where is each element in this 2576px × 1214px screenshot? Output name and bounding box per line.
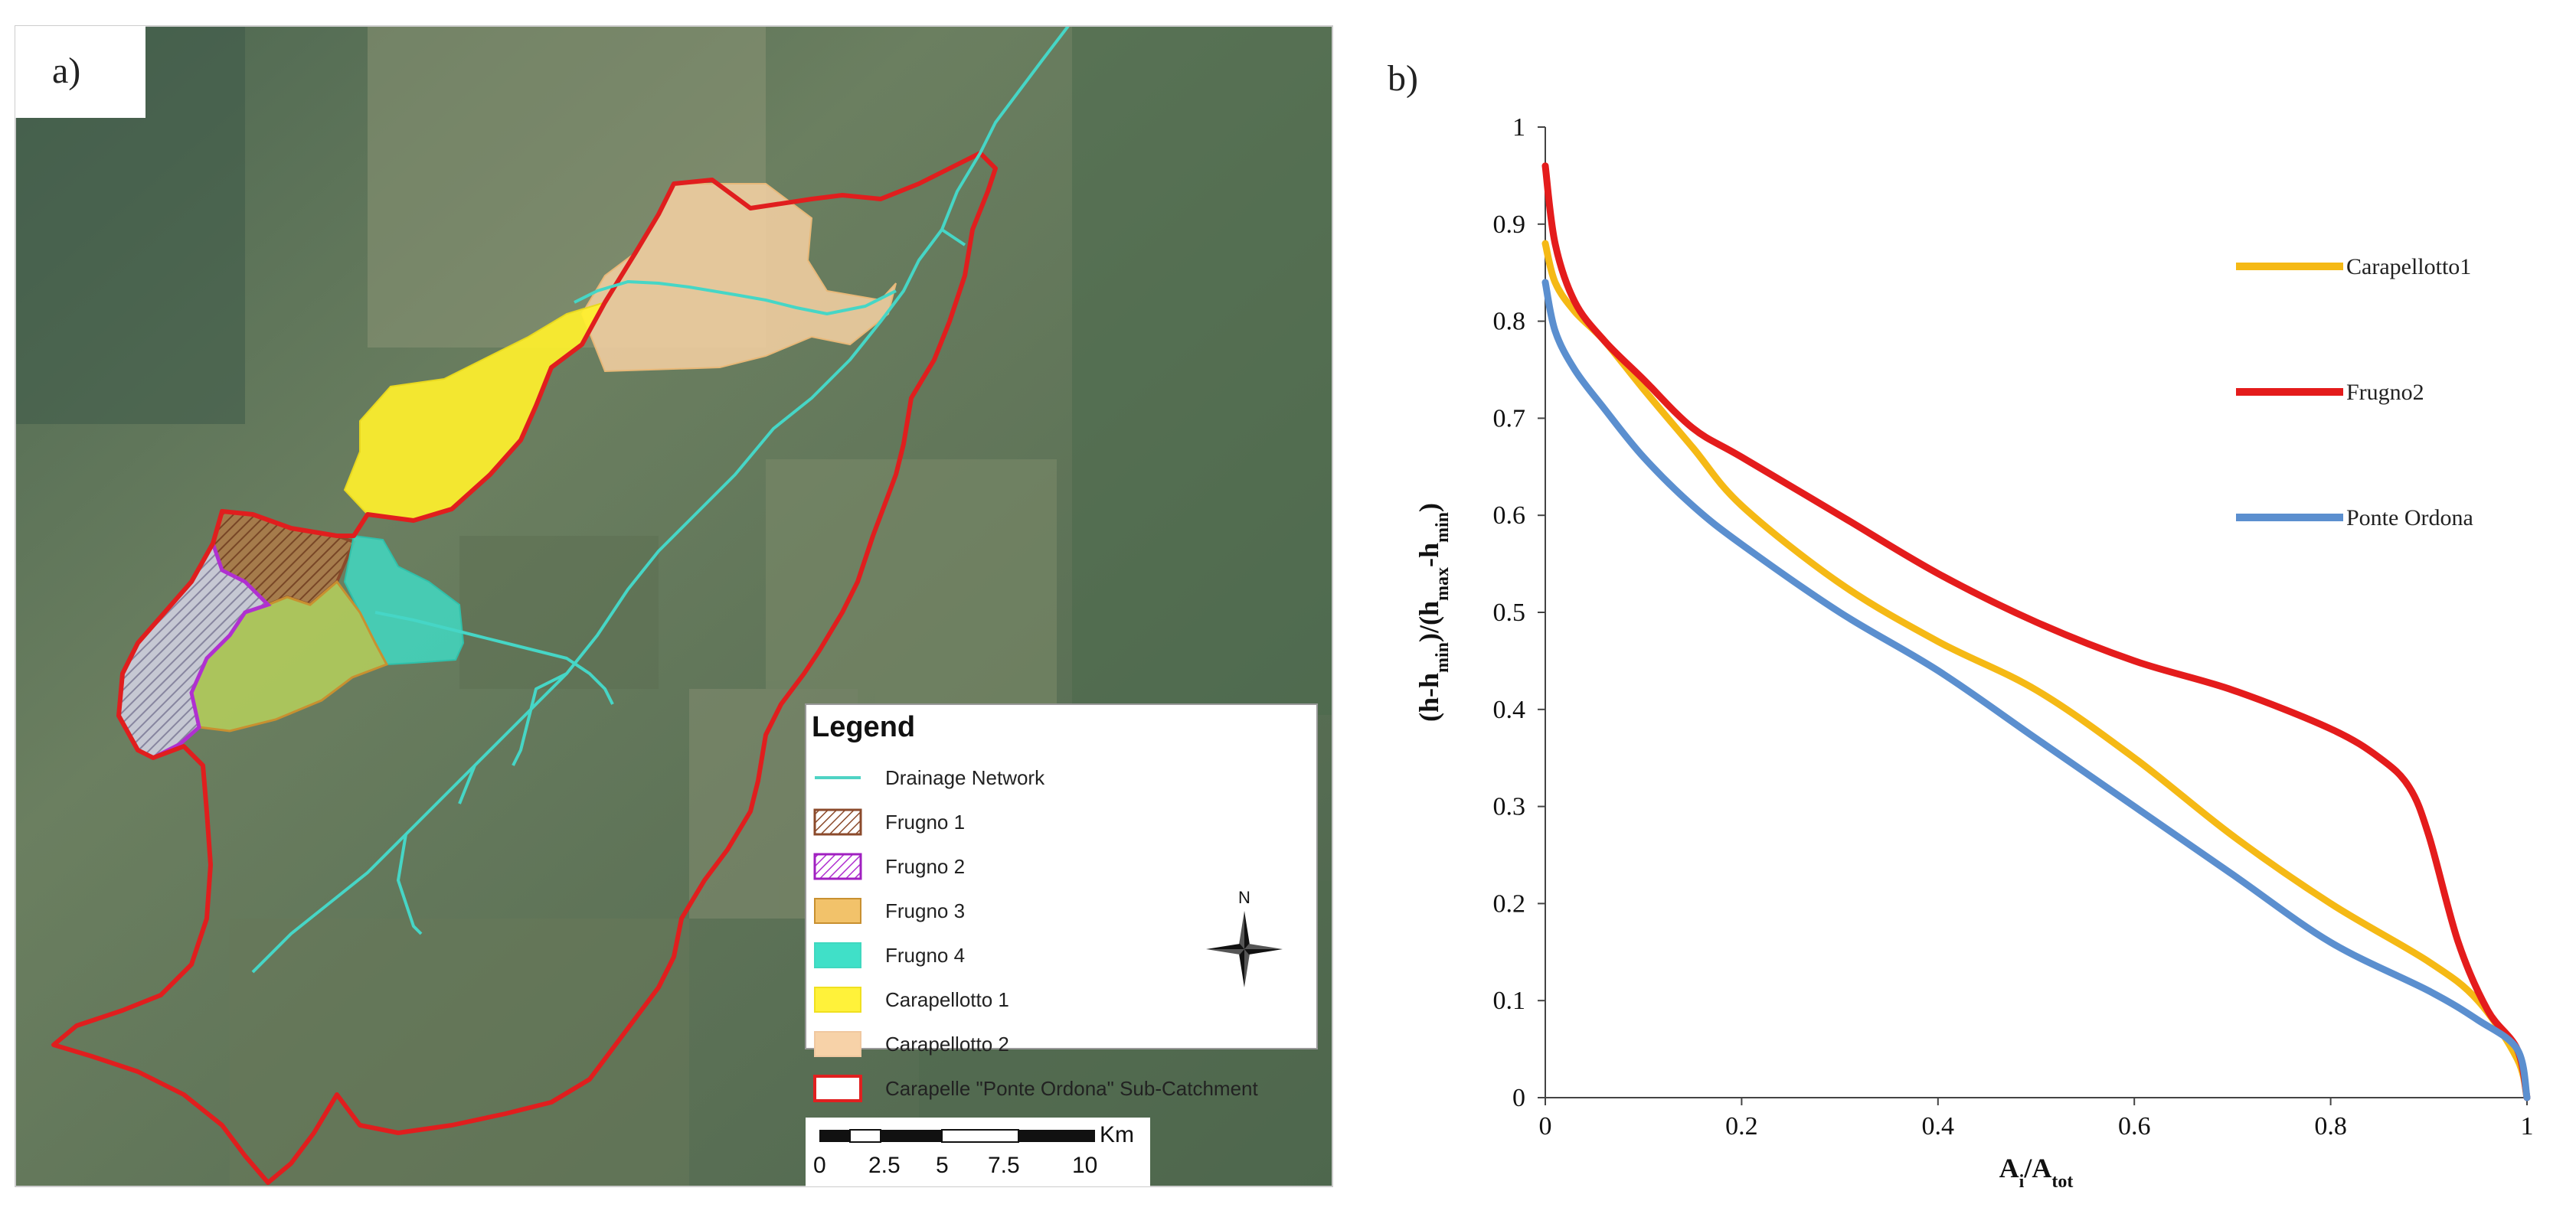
y-tick-label: 0.5 (1493, 599, 1526, 627)
x-tick-label: 0.8 (2314, 1112, 2347, 1141)
map-legend-box (805, 703, 1318, 1049)
scale-bar-background (806, 1118, 1150, 1186)
x-tick-label: 0 (1539, 1112, 1552, 1141)
scale-label-3: 7.5 (988, 1153, 1020, 1178)
x-tick-label: 0.6 (2118, 1112, 2151, 1141)
x-tick-label: 0.2 (1725, 1112, 1758, 1141)
y-tick-label: 0.3 (1493, 793, 1526, 821)
ponte-ordona-boundary (51, 151, 998, 1185)
north-label: N (1238, 888, 1250, 907)
legend-label-drainage-network: Drainage Network (885, 766, 1045, 789)
legend-label-carapellotto-1: Carapellotto 1 (885, 988, 1009, 1011)
legend-swatch-carapellotto-1 (814, 987, 861, 1013)
y-tick-label: 1 (1512, 113, 1525, 142)
chart-legend-label-ponte-ordona: Ponte Ordona (2346, 505, 2473, 530)
legend-label-carapelle-ponte-ordona-sub-catchment: Carapelle "Ponte Ordona" Sub-Catchment (885, 1077, 1259, 1100)
y-tick-label: 0.8 (1493, 308, 1526, 336)
y-tick-label: 0 (1512, 1084, 1525, 1112)
legend-swatch-frugno-3 (814, 898, 861, 924)
series-line-frugno2 (1541, 162, 2531, 1101)
y-axis-title: (h-hmin)/(hmax-hmin) (1414, 503, 1453, 722)
legend-label-frugno-1: Frugno 1 (885, 811, 965, 834)
y-tick-label: 0.1 (1493, 987, 1526, 1015)
scale-label-1: 2.5 (868, 1153, 901, 1178)
map-legend-items: Drainage Network Frugno 1 Frugno 2 Frugno 3… (813, 766, 1259, 1102)
legend-swatch-carapelle-ponte-ordona-sub-catchment (813, 1075, 862, 1102)
y-tick-label: 0.7 (1493, 404, 1526, 432)
north-arrow: N (1206, 888, 1283, 987)
series-line-ponte-ordona (1541, 279, 2531, 1101)
hypsometric-chart: 0 0.1 0.2 0.3 0.4 0.5 0.6 0.7 0.8 0.9 1 0 0.2 0.4 0.6 0… (1414, 113, 2534, 1192)
panel-b-label: b) (1388, 58, 1418, 99)
x-tick-label: 1 (2521, 1112, 2534, 1141)
map-legend: Legend Drainage Network Frugno 1 Frugno 2 F… (805, 703, 1318, 1102)
legend-label-carapellotto-2: Carapellotto 2 (885, 1033, 1009, 1056)
y-tick-label: 0.6 (1493, 501, 1526, 530)
legend-swatch-frugno-4 (814, 942, 861, 968)
legend-swatch-frugno-2 (813, 853, 862, 880)
scale-bar: Km 0 2.5 5 7.5 10 (806, 1118, 1150, 1186)
legend-swatch-frugno-1 (813, 808, 862, 836)
drainage-network (251, 26, 1070, 974)
legend-label-frugno-2: Frugno 2 (885, 855, 965, 878)
scale-label-4: 10 (1072, 1153, 1097, 1178)
map-legend-title: Legend (812, 711, 915, 743)
legend-swatch-carapellotto-2 (814, 1031, 861, 1057)
scale-unit: Km (1100, 1122, 1134, 1147)
x-axis-title: Ai/Atot (1999, 1153, 2074, 1192)
y-tick-label: 0.9 (1493, 210, 1526, 239)
y-tick-label: 0.2 (1493, 889, 1526, 918)
y-tick-label: 0.4 (1493, 696, 1526, 724)
legend-label-frugno-3: Frugno 3 (885, 899, 965, 922)
panel-a-label-box (15, 26, 145, 118)
x-tick-label: 0.4 (1922, 1112, 1955, 1141)
legend-label-frugno-4: Frugno 4 (885, 944, 965, 967)
scale-label-2: 5 (936, 1153, 949, 1178)
chart-legend-label-carapellotto1: Carapellotto1 (2346, 254, 2471, 279)
scale-label-0: 0 (813, 1153, 826, 1178)
map-frame (15, 25, 1333, 1187)
panel-a-label: a) (52, 51, 80, 91)
chart-legend-label-frugno2: Frugno2 (2346, 380, 2424, 405)
